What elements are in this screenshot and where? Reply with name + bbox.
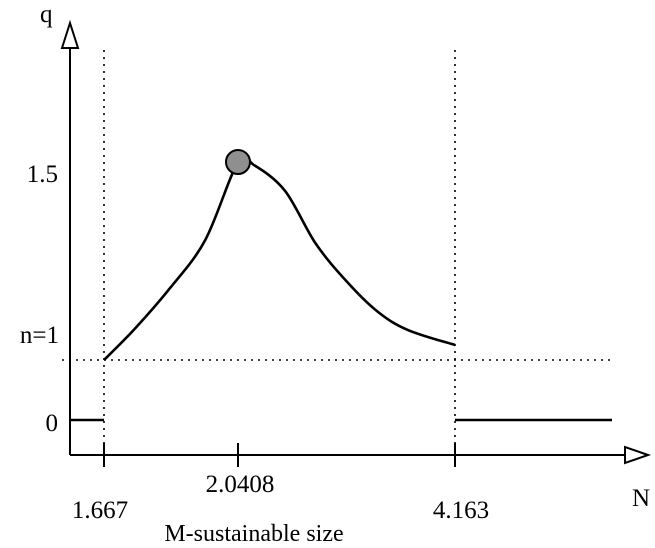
x-axis-label: N	[632, 485, 650, 512]
y-tick-label-0: 0	[46, 410, 59, 437]
x-axis-arrow	[624, 445, 652, 465]
caption: M-sustainable size	[164, 521, 343, 547]
axes	[60, 19, 652, 465]
peak-marker-group	[225, 149, 251, 175]
axis-ticks	[103, 443, 456, 467]
y-axis-arrow	[60, 19, 80, 49]
x-tick-label-4-163: 4.163	[433, 497, 489, 524]
y-tick-label-n1: n=1	[20, 322, 59, 349]
reference-lines	[62, 50, 612, 455]
q-curve	[103, 155, 456, 361]
y-tick-label-1-5: 1.5	[27, 161, 58, 188]
x-tick-label-2-0408: 2.0408	[206, 471, 275, 498]
peak-marker	[225, 149, 251, 175]
x-tick-label-1-667: 1.667	[72, 497, 128, 524]
y-axis-label: q	[40, 1, 53, 28]
data-series	[69, 155, 612, 422]
